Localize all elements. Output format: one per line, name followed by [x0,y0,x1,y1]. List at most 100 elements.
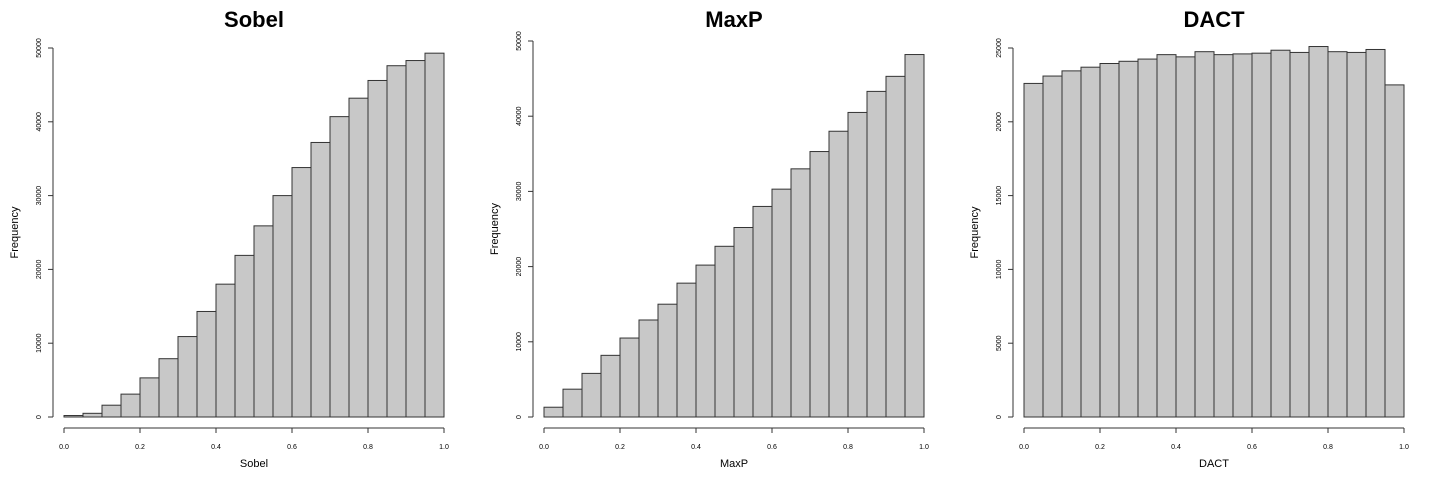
histogram-bar [424,52,445,418]
histogram-bar [1061,70,1082,418]
histogram-bar [1175,56,1196,418]
y-tick-label: 40000 [36,112,43,132]
x-tick-label: 1.0 [919,444,929,451]
histogram-bar [847,111,868,418]
y-axis-label: Frequency [969,206,981,258]
histogram-bar [1384,84,1405,418]
histogram-bar [695,264,716,418]
y-tick-label: 40000 [516,106,523,126]
x-tick-label: 0.4 [211,444,221,451]
y-tick-label: 20000 [36,260,43,280]
histogram-bar [1118,60,1139,418]
histogram-bar [600,354,621,418]
y-tick-label: 10000 [516,332,523,352]
chart-title: MaxP [705,7,762,32]
y-tick-label: 10000 [36,333,43,353]
histogram-bar [543,406,564,418]
histogram-bar [196,310,217,418]
x-tick-label: 0.2 [1095,444,1105,451]
histogram-bar [177,336,198,418]
histogram-bar [158,358,179,418]
histogram-bar [1289,51,1310,418]
y-tick-label: 0 [516,415,523,419]
histogram-bar [1194,51,1215,418]
histogram-bar [253,225,274,418]
histogram-bar [1270,49,1291,418]
x-axis-label: MaxP [720,458,748,470]
y-tick-label: 15000 [996,186,1003,206]
x-tick-label: 0.6 [1247,444,1257,451]
y-axis-label: Frequency [489,203,501,255]
histogram-bar [234,254,255,418]
y-tick-label: 30000 [36,186,43,206]
histogram-bar [348,97,369,418]
histogram-bar [828,130,849,418]
x-tick-label: 0.0 [59,444,69,451]
x-tick-label: 0.2 [135,444,145,451]
x-tick-label: 0.0 [1019,444,1029,451]
histogram-bar [771,188,792,418]
x-tick-label: 0.4 [691,444,701,451]
histogram-bar [904,54,925,418]
histogram-bar [1042,75,1063,418]
histogram-bar [714,245,735,418]
histogram-bar [101,404,122,418]
histogram-bar [310,141,331,418]
histogram-bar [581,372,602,418]
histogram-bar [1080,66,1101,418]
y-axis: 0 10000 20000 30000 40000 50000 Frequency [489,31,534,419]
x-tick-label: 0.8 [363,444,373,451]
histogram-bar [215,283,236,418]
histogram-bar [120,393,141,418]
histogram-bar [562,388,583,418]
histogram-bar [1365,48,1386,418]
histogram-bar [790,168,811,418]
histogram-bar [1137,58,1158,418]
histogram-bar [1232,53,1253,418]
y-tick-label: 20000 [996,112,1003,132]
histogram-bar [733,226,754,418]
x-tick-label: 1.0 [439,444,449,451]
y-tick-label: 5000 [996,335,1003,351]
histogram-bar [657,303,678,418]
y-tick-label: 50000 [36,38,43,58]
x-axis: 0.0 0.2 0.4 0.6 0.8 1.0 MaxP [539,427,929,470]
histogram-bar [405,60,426,418]
histogram-bar [809,151,830,418]
histogram-bar [676,282,697,418]
x-tick-label: 0.8 [1323,444,1333,451]
histogram-bar [866,90,887,418]
y-tick-label: 50000 [516,31,523,51]
y-tick-label: 0 [996,415,1003,419]
histogram-bar [386,65,407,418]
y-axis-label: Frequency [9,206,21,258]
x-axis: 0.0 0.2 0.4 0.6 0.8 1.0 Sobel [59,427,449,470]
histogram-bar [82,412,103,418]
histogram-bar [1327,51,1348,418]
histogram-bar [329,116,350,418]
x-axis: 0.0 0.2 0.4 0.6 0.8 1.0 DACT [1019,427,1409,470]
histogram-bar [1308,46,1329,418]
y-tick-label: 30000 [516,182,523,202]
histogram-bar [1023,82,1044,418]
x-axis-label: Sobel [240,458,268,470]
histogram-bar [272,195,293,418]
x-tick-label: 0.4 [1171,444,1181,451]
y-tick-label: 20000 [516,257,523,277]
y-axis: 0 5000 10000 15000 20000 25000 Frequency [969,38,1014,419]
histogram-bar [1099,62,1120,418]
histogram-bar [1346,51,1367,418]
panel-dact: DACT 0.0 0.2 0.4 0.6 0.8 1.0 DACT 0 5000 10000 1500… [969,7,1409,470]
x-tick-label: 0.2 [615,444,625,451]
chart-title: Sobel [224,7,284,32]
y-tick-label: 10000 [996,260,1003,280]
histogram-bar [752,205,773,418]
chart-title: DACT [1183,7,1245,32]
x-axis-label: DACT [1199,458,1229,470]
histogram-bar [63,415,84,418]
histogram-bar [139,377,160,418]
x-tick-label: 0.6 [287,444,297,451]
histogram-bar [619,337,640,418]
